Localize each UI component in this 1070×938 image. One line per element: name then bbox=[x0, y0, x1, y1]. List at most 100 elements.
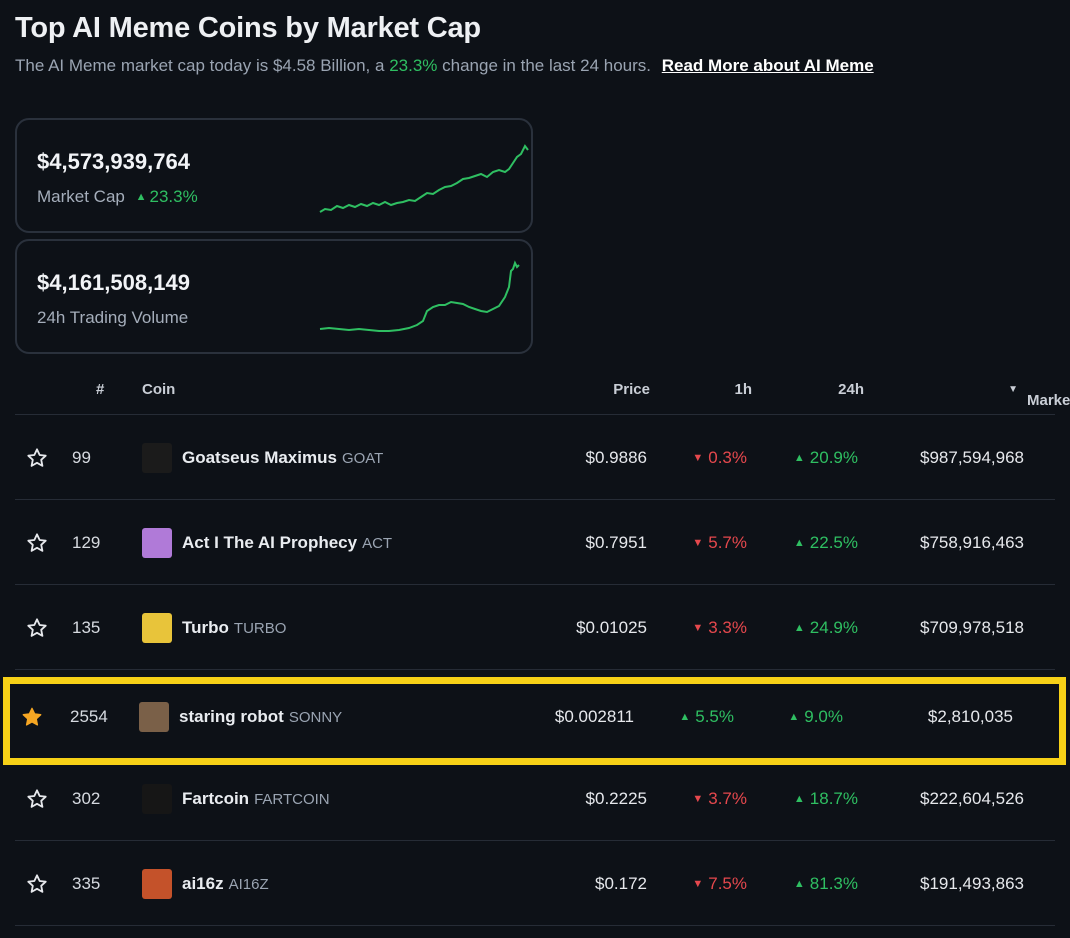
coin-name-text: Act I The AI Prophecy bbox=[182, 533, 358, 552]
table-row[interactable]: 129 Act I The AI Prophecy ACT $0.7951 ▼ 5.7% ▲… bbox=[15, 500, 1055, 585]
volume-sparkline bbox=[319, 260, 520, 332]
change-24h: ▲ 81.3% bbox=[794, 874, 858, 894]
coin-name[interactable]: Fartcoin FARTCOIN bbox=[182, 789, 330, 809]
read-more-link[interactable]: Read More about AI Meme bbox=[661, 56, 874, 75]
header-rank[interactable]: # bbox=[96, 381, 105, 398]
star-icon[interactable] bbox=[26, 617, 48, 639]
change-1h-value: 3.7% bbox=[708, 789, 747, 808]
coin-name-text: Turbo bbox=[182, 618, 229, 637]
volume-value: $4,161,508,149 bbox=[37, 270, 190, 295]
table-row[interactable]: 302 Fartcoin FARTCOIN $0.2225 ▼ 3.7% ▲ 18.7% $22… bbox=[15, 756, 1055, 841]
market-cap-change: ▲ 23.3% bbox=[136, 187, 198, 206]
header-market-cap[interactable]: ▼ Market Cap bbox=[1008, 381, 1070, 409]
coin-name[interactable]: Goatseus Maximus GOAT bbox=[182, 448, 383, 468]
change-1h: ▼ 0.3% bbox=[692, 448, 747, 468]
header-1h[interactable]: 1h bbox=[734, 381, 752, 398]
coin-logo[interactable] bbox=[139, 702, 169, 732]
subtitle-prefix: The AI Meme market cap today is $4.58 Bi… bbox=[15, 56, 385, 75]
coin-name[interactable]: ai16z AI16Z bbox=[182, 874, 269, 894]
change-1h-value: 5.5% bbox=[695, 707, 734, 726]
coin-market-cap: $222,604,526 bbox=[920, 789, 1024, 808]
table-row[interactable]: 99 Goatseus Maximus GOAT $0.9886 ▼ 0.3% ▲ 20.9%… bbox=[15, 415, 1055, 500]
highlight-box bbox=[3, 677, 1066, 765]
coin-name-text: Fartcoin bbox=[182, 789, 250, 808]
change-1h-value: 5.7% bbox=[708, 533, 747, 552]
change-24h: ▲ 22.5% bbox=[794, 533, 858, 553]
star-icon[interactable] bbox=[26, 873, 48, 895]
triangle-up-icon: ▲ bbox=[793, 793, 805, 805]
coin-price: $0.002811 bbox=[554, 707, 634, 726]
subtitle-suffix: change in the last 24 hours. bbox=[442, 56, 652, 75]
coin-price: $0.172 bbox=[595, 874, 647, 893]
triangle-down-icon: ▼ bbox=[692, 793, 704, 805]
triangle-up-icon: ▲ bbox=[793, 537, 805, 549]
change-1h-value: 7.5% bbox=[708, 874, 747, 893]
coin-name[interactable]: Act I The AI Prophecy ACT bbox=[182, 533, 392, 553]
change-24h-value: 20.9% bbox=[809, 448, 858, 467]
coin-market-cap: $2,810,035 bbox=[927, 707, 1013, 726]
coin-symbol: TURBO bbox=[233, 620, 287, 637]
table-row[interactable]: 2554 staring robot SONNY $0.002811 ▲ 5.5% ▲ 9.0… bbox=[10, 677, 1050, 755]
change-1h: ▼ 7.5% bbox=[692, 874, 747, 894]
market-cap-label-row: Market Cap ▲ 23.3% bbox=[37, 187, 198, 207]
coin-logo[interactable] bbox=[142, 869, 172, 899]
coin-rank: 99 bbox=[72, 448, 91, 467]
star-icon[interactable] bbox=[21, 706, 43, 728]
coin-symbol: ACT bbox=[362, 535, 393, 552]
coin-name-text: Goatseus Maximus bbox=[182, 448, 337, 467]
change-1h: ▼ 3.3% bbox=[692, 618, 747, 638]
coin-logo[interactable] bbox=[142, 784, 172, 814]
coin-rank: 302 bbox=[72, 789, 101, 808]
change-24h: ▲ 18.7% bbox=[794, 789, 858, 809]
triangle-up-icon: ▲ bbox=[135, 191, 147, 203]
change-24h-value: 81.3% bbox=[809, 874, 858, 893]
triangle-up-icon: ▲ bbox=[793, 452, 805, 464]
coin-logo[interactable] bbox=[142, 443, 172, 473]
volume-label: 24h Trading Volume bbox=[37, 308, 189, 327]
coin-symbol: SONNY bbox=[288, 709, 343, 726]
header-coin[interactable]: Coin bbox=[142, 381, 176, 398]
star-icon[interactable] bbox=[26, 788, 48, 810]
change-24h: ▲ 20.9% bbox=[794, 448, 858, 468]
triangle-up-icon: ▲ bbox=[793, 878, 805, 890]
triangle-down-icon: ▼ bbox=[692, 622, 704, 634]
change-1h-value: 3.3% bbox=[708, 618, 747, 637]
coin-logo[interactable] bbox=[142, 613, 172, 643]
change-24h: ▲ 24.9% bbox=[794, 618, 858, 638]
table-row[interactable]: 335 ai16z AI16Z $0.172 ▼ 7.5% ▲ 81.3% $191,493,8… bbox=[15, 841, 1055, 926]
change-1h: ▼ 5.7% bbox=[692, 533, 747, 553]
table-row[interactable]: 135 Turbo TURBO $0.01025 ▼ 3.3% ▲ 24.9% $709,978… bbox=[15, 585, 1055, 670]
triangle-up-icon: ▲ bbox=[788, 711, 800, 723]
coin-name-text: staring robot bbox=[179, 707, 284, 726]
coin-symbol: GOAT bbox=[341, 450, 384, 467]
page-title: Top AI Meme Coins by Market Cap bbox=[15, 12, 481, 44]
change-24h-value: 22.5% bbox=[809, 533, 858, 552]
market-cap-card: $4,573,939,764 Market Cap ▲ 23.3% bbox=[15, 118, 533, 233]
change-24h-value: 18.7% bbox=[809, 789, 858, 808]
change-24h-value: 24.9% bbox=[809, 618, 858, 637]
coin-market-cap: $758,916,463 bbox=[920, 533, 1024, 552]
page-subtitle: The AI Meme market cap today is $4.58 Bi… bbox=[15, 56, 874, 76]
coin-logo[interactable] bbox=[142, 528, 172, 558]
star-icon[interactable] bbox=[26, 532, 48, 554]
market-cap-change-value: 23.3% bbox=[149, 187, 198, 206]
subtitle-change: 23.3% bbox=[389, 56, 438, 75]
coin-price: $0.9886 bbox=[585, 448, 647, 467]
header-24h[interactable]: 24h bbox=[838, 381, 864, 398]
coin-price: $0.2225 bbox=[585, 789, 647, 808]
market-cap-sparkline bbox=[319, 144, 529, 213]
triangle-up-icon: ▲ bbox=[679, 711, 691, 723]
header-price[interactable]: Price bbox=[613, 381, 650, 398]
market-cap-value: $4,573,939,764 bbox=[37, 149, 190, 174]
coin-rank: 2554 bbox=[70, 707, 108, 726]
change-24h: ▲ 9.0% bbox=[788, 707, 843, 727]
table-header: # Coin Price 1h 24h ▼ Market Cap bbox=[15, 370, 1070, 415]
coin-name[interactable]: Turbo TURBO bbox=[182, 618, 286, 638]
market-cap-label: Market Cap bbox=[37, 187, 125, 206]
triangle-down-icon: ▼ bbox=[692, 878, 704, 890]
star-icon[interactable] bbox=[26, 447, 48, 469]
triangle-down-icon: ▼ bbox=[692, 452, 704, 464]
coin-name-text: ai16z bbox=[182, 874, 224, 893]
triangle-up-icon: ▲ bbox=[793, 622, 805, 634]
coin-name[interactable]: staring robot SONNY bbox=[179, 707, 342, 727]
